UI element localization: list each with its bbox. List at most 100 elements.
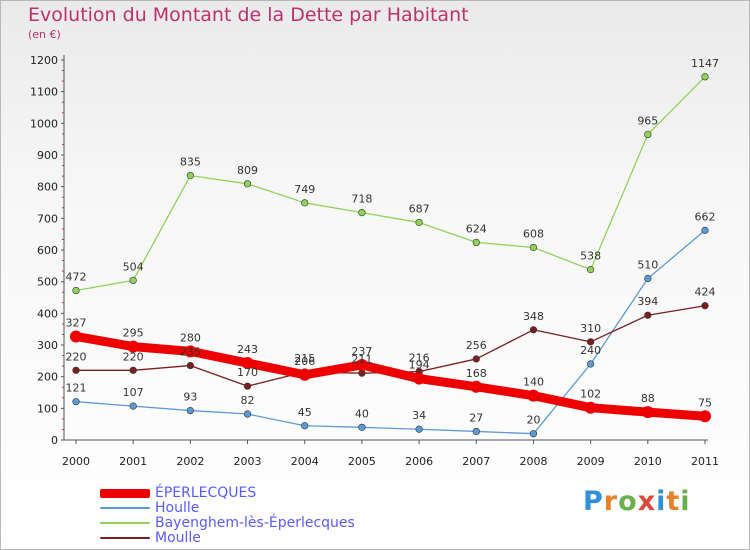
data-point xyxy=(355,358,368,371)
data-label: 216 xyxy=(409,352,430,365)
data-label: 168 xyxy=(466,367,487,380)
data-label: 75 xyxy=(698,396,712,409)
data-label: 220 xyxy=(123,350,144,363)
data-label: 107 xyxy=(123,386,144,399)
data-point xyxy=(72,366,80,374)
series-line-1 xyxy=(71,331,710,421)
data-point xyxy=(413,372,426,385)
data-label: 82 xyxy=(241,394,255,407)
data-point xyxy=(641,406,654,419)
y-tick-label: 1100 xyxy=(30,86,58,99)
y-tick-label: 0 xyxy=(51,434,58,447)
data-point xyxy=(186,171,194,180)
y-tick-label: 900 xyxy=(37,149,58,162)
data-label: 624 xyxy=(466,222,487,235)
unit-label: (en €) xyxy=(28,28,61,41)
data-point xyxy=(587,266,595,274)
data-label: 194 xyxy=(409,359,430,372)
data-label: 394 xyxy=(637,295,658,308)
data-label: 243 xyxy=(237,343,258,356)
legend-item: Houlle xyxy=(100,500,400,516)
data-point xyxy=(584,401,597,414)
data-label: 215 xyxy=(294,352,315,365)
legend-label: Houlle xyxy=(155,500,200,516)
data-point xyxy=(358,209,366,217)
data-point xyxy=(644,130,652,139)
data-point xyxy=(243,382,252,390)
data-point xyxy=(301,422,309,430)
data-point xyxy=(472,238,480,246)
data-label: 93 xyxy=(183,391,197,404)
data-point xyxy=(301,199,309,207)
logo-letter: x xyxy=(637,486,657,517)
y-tick-label: 500 xyxy=(37,276,58,289)
y-tick-label: 300 xyxy=(37,339,58,352)
data-label: 538 xyxy=(580,250,601,263)
x-tick-label: 2003 xyxy=(234,455,262,468)
data-label: 34 xyxy=(412,409,426,422)
data-point xyxy=(243,180,252,188)
data-label: 211 xyxy=(351,353,372,366)
x-tick-label: 2009 xyxy=(577,455,605,468)
legend-label: Moulle xyxy=(155,530,201,546)
data-label: 45 xyxy=(298,406,312,419)
legend-swatch xyxy=(100,522,150,524)
data-label: 20 xyxy=(526,414,540,427)
data-label: 235 xyxy=(180,346,201,359)
data-label: 237 xyxy=(351,345,372,358)
logo-letter: t xyxy=(666,486,681,517)
legend-item: Bayenghem-lès-Éperlecques xyxy=(100,515,400,531)
data-point xyxy=(72,286,80,295)
data-label: 206 xyxy=(294,355,315,368)
data-point xyxy=(186,406,194,415)
data-point xyxy=(527,389,540,402)
y-tick-label: 1200 xyxy=(30,54,58,67)
data-label: 687 xyxy=(409,202,430,215)
x-tick-label: 2010 xyxy=(634,455,662,468)
data-point xyxy=(472,427,480,436)
data-label: 295 xyxy=(123,327,144,340)
y-tick-label: 800 xyxy=(37,181,58,194)
data-point xyxy=(243,410,252,418)
data-label: 327 xyxy=(66,316,87,329)
data-label: 1147 xyxy=(691,57,719,70)
data-label: 718 xyxy=(351,193,372,206)
data-label: 835 xyxy=(180,156,201,169)
data-point xyxy=(358,423,366,431)
data-point xyxy=(587,360,595,368)
proxiti-logo: Proxiti xyxy=(583,486,691,517)
logo-letter: o xyxy=(618,486,638,517)
data-label: 27 xyxy=(469,411,483,424)
y-tick-label: 600 xyxy=(37,244,58,257)
x-tick-label: 2006 xyxy=(405,455,433,468)
data-point xyxy=(184,345,197,358)
data-label: 240 xyxy=(580,344,601,357)
data-label: 40 xyxy=(355,407,369,420)
data-label: 608 xyxy=(523,227,544,240)
legend: ÉPERLECQUES Houlle Bayenghem-lès-Éperlecqu… xyxy=(100,485,400,546)
chart-title: Evolution du Montant de la Dette par Hab… xyxy=(28,4,469,26)
x-tick-label: 2001 xyxy=(119,455,147,468)
x-tick-label: 2005 xyxy=(348,455,376,468)
data-point xyxy=(127,340,140,353)
data-point xyxy=(472,355,480,363)
series-layer xyxy=(70,73,711,438)
logo-letter: i xyxy=(680,486,691,517)
data-point xyxy=(529,430,538,438)
data-point xyxy=(644,311,652,319)
data-point xyxy=(129,276,137,285)
data-label: 170 xyxy=(237,366,258,379)
data-point xyxy=(129,402,137,410)
data-label: 220 xyxy=(66,350,87,363)
y-tick-label: 700 xyxy=(37,212,58,225)
data-point xyxy=(701,73,709,81)
data-label: 662 xyxy=(695,210,716,223)
data-label: 965 xyxy=(637,114,658,127)
data-point xyxy=(699,410,711,423)
data-label: 310 xyxy=(580,322,601,335)
legend-swatch xyxy=(100,537,150,539)
legend-label: ÉPERLECQUES xyxy=(155,485,257,501)
data-point xyxy=(470,380,483,393)
x-tick-label: 2002 xyxy=(176,455,204,468)
